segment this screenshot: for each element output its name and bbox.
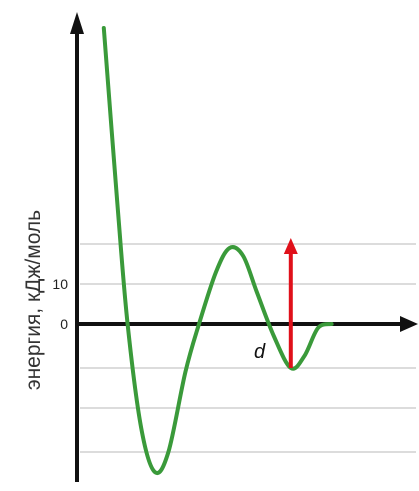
y-axis-arrowhead bbox=[70, 12, 84, 34]
arrow-head bbox=[283, 238, 298, 254]
y-tick-label: 0 bbox=[60, 316, 68, 332]
y-tick-label: 10 bbox=[52, 276, 68, 292]
y-axis-label: энергия, кДж/моль bbox=[22, 210, 45, 390]
x-axis-label: d bbox=[254, 341, 266, 363]
y-tick-labels: 10 0 bbox=[52, 276, 68, 332]
energy-barrier-arrow bbox=[283, 238, 298, 368]
potential-energy-curve bbox=[101, 26, 334, 475]
x-axis-arrowhead bbox=[400, 316, 418, 332]
